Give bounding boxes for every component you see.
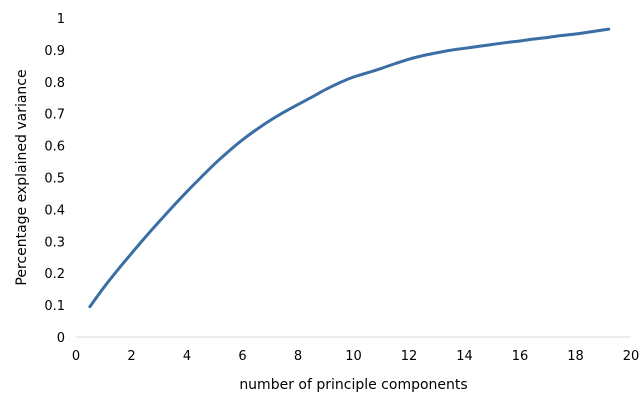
y-tick-label: 0.4 bbox=[44, 203, 65, 218]
x-tick-label: 14 bbox=[456, 349, 473, 364]
x-tick-label: 6 bbox=[238, 349, 246, 364]
x-tick-label: 8 bbox=[294, 349, 302, 364]
y-tick-label: 0.7 bbox=[44, 108, 65, 123]
y-axis-title: Percentage explained variance bbox=[14, 69, 30, 285]
series-layer bbox=[88, 27, 611, 309]
x-tick-label: 12 bbox=[401, 349, 418, 364]
x-tick-label: 4 bbox=[183, 349, 191, 364]
x-tick-label: 0 bbox=[72, 349, 80, 364]
x-tick-label: 20 bbox=[623, 349, 639, 364]
y-tick-label: 0.8 bbox=[44, 76, 65, 91]
y-tick-label: 0.9 bbox=[44, 44, 65, 59]
x-axis-title: number of principle components bbox=[239, 377, 467, 393]
x-tick-label: 16 bbox=[512, 349, 529, 364]
y-tick-label: 0.3 bbox=[44, 235, 65, 250]
x-tick-label: 2 bbox=[127, 349, 135, 364]
y-tick-label: 0.6 bbox=[44, 140, 65, 155]
y-tick-labels: 0 0.1 0.2 0.3 0.4 0.5 0.6 0.7 0.8 0.9 1 bbox=[44, 12, 65, 346]
y-tick-label: 0 bbox=[57, 331, 65, 346]
y-tick-label: 0.1 bbox=[44, 299, 65, 314]
y-tick-label: 1 bbox=[57, 12, 65, 27]
x-tick-labels: 0 2 4 6 8 10 12 14 16 18 20 bbox=[72, 349, 639, 364]
y-tick-label: 0.2 bbox=[44, 267, 65, 282]
x-tick-label: 18 bbox=[567, 349, 584, 364]
x-tick-label: 10 bbox=[345, 349, 362, 364]
series-line bbox=[88, 27, 611, 309]
y-tick-label: 0.5 bbox=[44, 172, 65, 187]
